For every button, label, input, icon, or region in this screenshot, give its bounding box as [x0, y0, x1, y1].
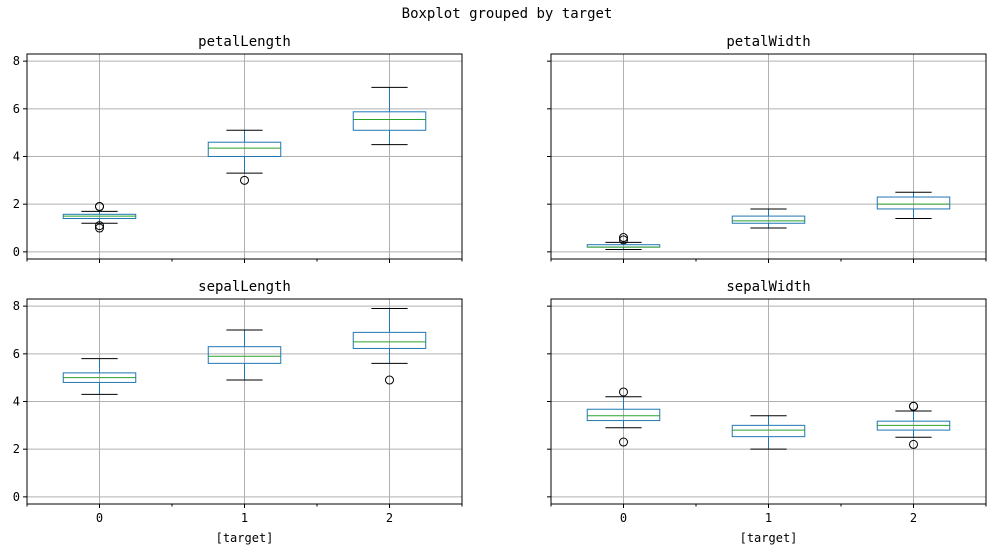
box-0 [586, 233, 661, 250]
box-0 [62, 358, 137, 395]
box-1 [207, 129, 282, 185]
box-2 [876, 191, 951, 219]
y-tick-label: 4 [13, 150, 20, 164]
outlier-point [619, 387, 628, 397]
subplot-sepal-length: 0 2 4 6 8 0 1 2 sepalLength [target] [13, 279, 463, 545]
axes-frame [26, 298, 463, 505]
box-2 [876, 401, 951, 449]
subplot-title: petalWidth [726, 34, 810, 50]
x-tick-label: 1 [765, 511, 772, 525]
box-1 [207, 329, 282, 381]
axes-frame [550, 53, 987, 260]
iqr-box [352, 331, 427, 349]
iqr-box [586, 408, 661, 422]
x-axis-label: [target] [216, 531, 274, 545]
iqr-box [207, 346, 282, 364]
x-tick-label: 1 [241, 511, 248, 525]
outlier-point [909, 439, 918, 449]
outlier-point [95, 221, 104, 231]
x-tick-label: 0 [620, 511, 627, 525]
y-tick-label: 6 [13, 347, 20, 361]
subplot-title: sepalLength [198, 279, 291, 295]
box-1 [731, 415, 806, 450]
y-tick-label: 0 [13, 245, 20, 259]
subplot-petal-length: 0 2 4 6 8 petalLength [13, 34, 463, 263]
x-tick-label: 2 [910, 511, 917, 525]
subplot-petal-width: petalWidth [547, 34, 987, 263]
box-0 [586, 387, 661, 447]
box-1 [731, 208, 806, 229]
subplot-title: sepalWidth [726, 279, 810, 295]
iqr-box [731, 424, 806, 438]
iqr-box [876, 196, 951, 210]
y-tick-label: 6 [13, 102, 20, 116]
iqr-box [731, 215, 806, 224]
x-tick-label: 0 [96, 511, 103, 525]
box-0 [62, 202, 137, 233]
figure-suptitle: Boxplot grouped by target [402, 6, 613, 22]
outlier-point [619, 437, 628, 447]
subplot-title: petalLength [198, 34, 291, 50]
outlier-point [95, 202, 104, 212]
y-tick-label: 2 [13, 197, 20, 211]
subplot-sepal-width: 0 1 2 sepalWidth [target] [547, 279, 987, 545]
outlier-point [385, 375, 394, 385]
outlier-point [619, 233, 628, 243]
iqr-box [352, 111, 427, 131]
outlier-point [909, 401, 918, 411]
outlier-point [619, 235, 628, 245]
x-tick-label: 2 [386, 511, 393, 525]
y-tick-label: 2 [13, 442, 20, 456]
box-2 [352, 308, 427, 385]
y-tick-label: 4 [13, 395, 20, 409]
axes-frame [550, 298, 987, 505]
y-tick-label: 0 [13, 490, 20, 504]
y-tick-label: 8 [13, 54, 20, 68]
y-tick-label: 8 [13, 299, 20, 313]
outlier-point [240, 175, 249, 185]
x-axis-label: [target] [740, 531, 798, 545]
box-2 [352, 86, 427, 146]
axes-frame [26, 53, 463, 260]
iqr-box [207, 141, 282, 158]
outlier-point [95, 223, 104, 233]
